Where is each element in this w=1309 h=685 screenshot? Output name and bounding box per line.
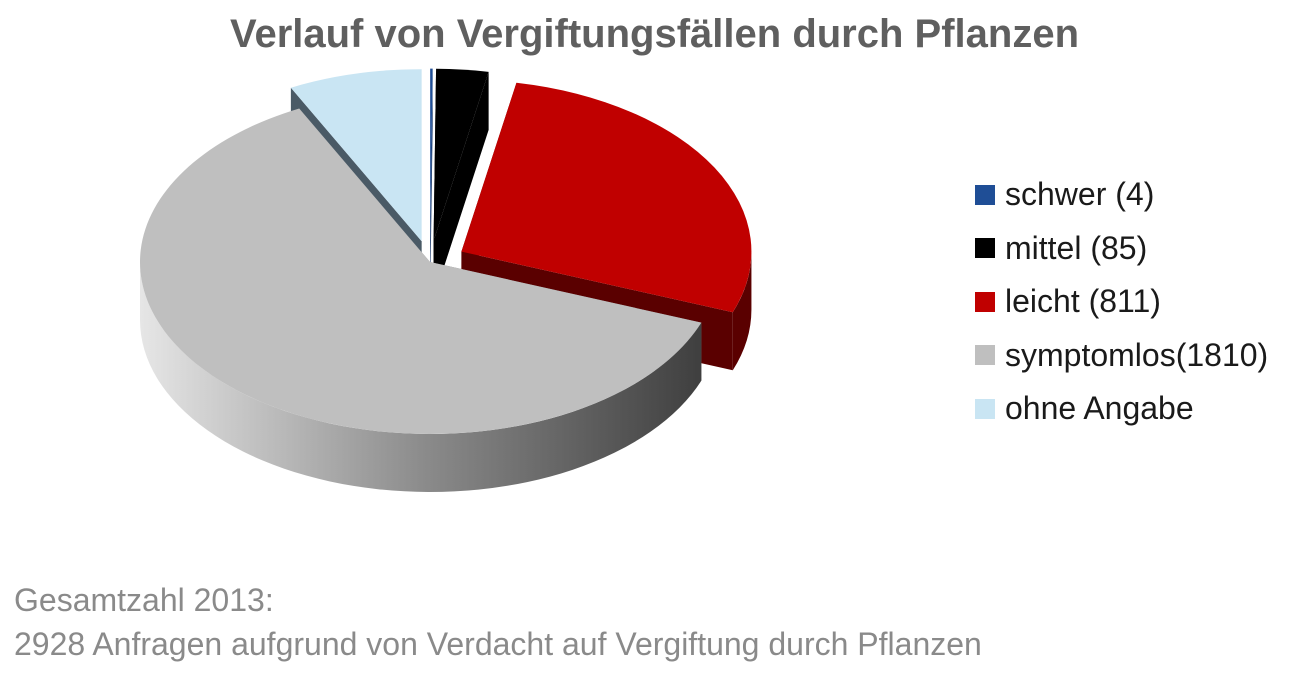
legend-swatch-mittel	[975, 238, 995, 259]
legend-label-mittel: mittel (85)	[1005, 229, 1148, 266]
legend-label-schwer: schwer (4)	[1005, 176, 1155, 213]
pie-slice-mittel	[433, 68, 489, 241]
footnote: Gesamtzahl 2013: 2928 Anfragen aufgrund …	[14, 578, 982, 666]
legend-item-ohne-angabe: ohne Angabe	[975, 382, 1268, 436]
pie-rim-leicht-0	[732, 251, 752, 371]
legend-swatch-leicht	[975, 291, 995, 312]
legend-swatch-symptomlos	[975, 345, 995, 366]
legend-label-leicht: leicht (811)	[1005, 283, 1161, 320]
legend: schwer (4) mittel (85) leicht (811) symp…	[975, 168, 1268, 436]
legend-item-symptomlos: symptomlos(1810)	[975, 329, 1268, 383]
legend-item-mittel: mittel (85)	[975, 222, 1268, 276]
pie-slice-leicht	[461, 82, 752, 313]
pie-wall-mittel-1	[433, 71, 489, 299]
pie-slice-schwer	[430, 68, 433, 241]
legend-item-leicht: leicht (811)	[975, 275, 1268, 329]
chart-title: Verlauf von Vergiftungsfällen durch Pfla…	[229, 12, 1080, 56]
legend-swatch-schwer	[975, 184, 995, 205]
footnote-line-2: 2928 Anfragen aufgrund von Verdacht auf …	[14, 626, 982, 662]
pie-wall-schwer-1	[430, 68, 433, 299]
pie-rim-symptomlos-0	[140, 262, 702, 493]
footnote-line-1: Gesamtzahl 2013:	[14, 582, 274, 618]
legend-swatch-ohne-angabe	[975, 398, 995, 419]
pie-slice-symptomlos	[140, 108, 702, 434]
pie-slice-ohne-angabe	[290, 69, 422, 242]
legend-label-symptomlos: symptomlos(1810)	[1005, 336, 1269, 373]
legend-item-schwer: schwer (4)	[975, 168, 1268, 222]
legend-label-ohne-angabe: ohne Angabe	[1005, 390, 1194, 427]
